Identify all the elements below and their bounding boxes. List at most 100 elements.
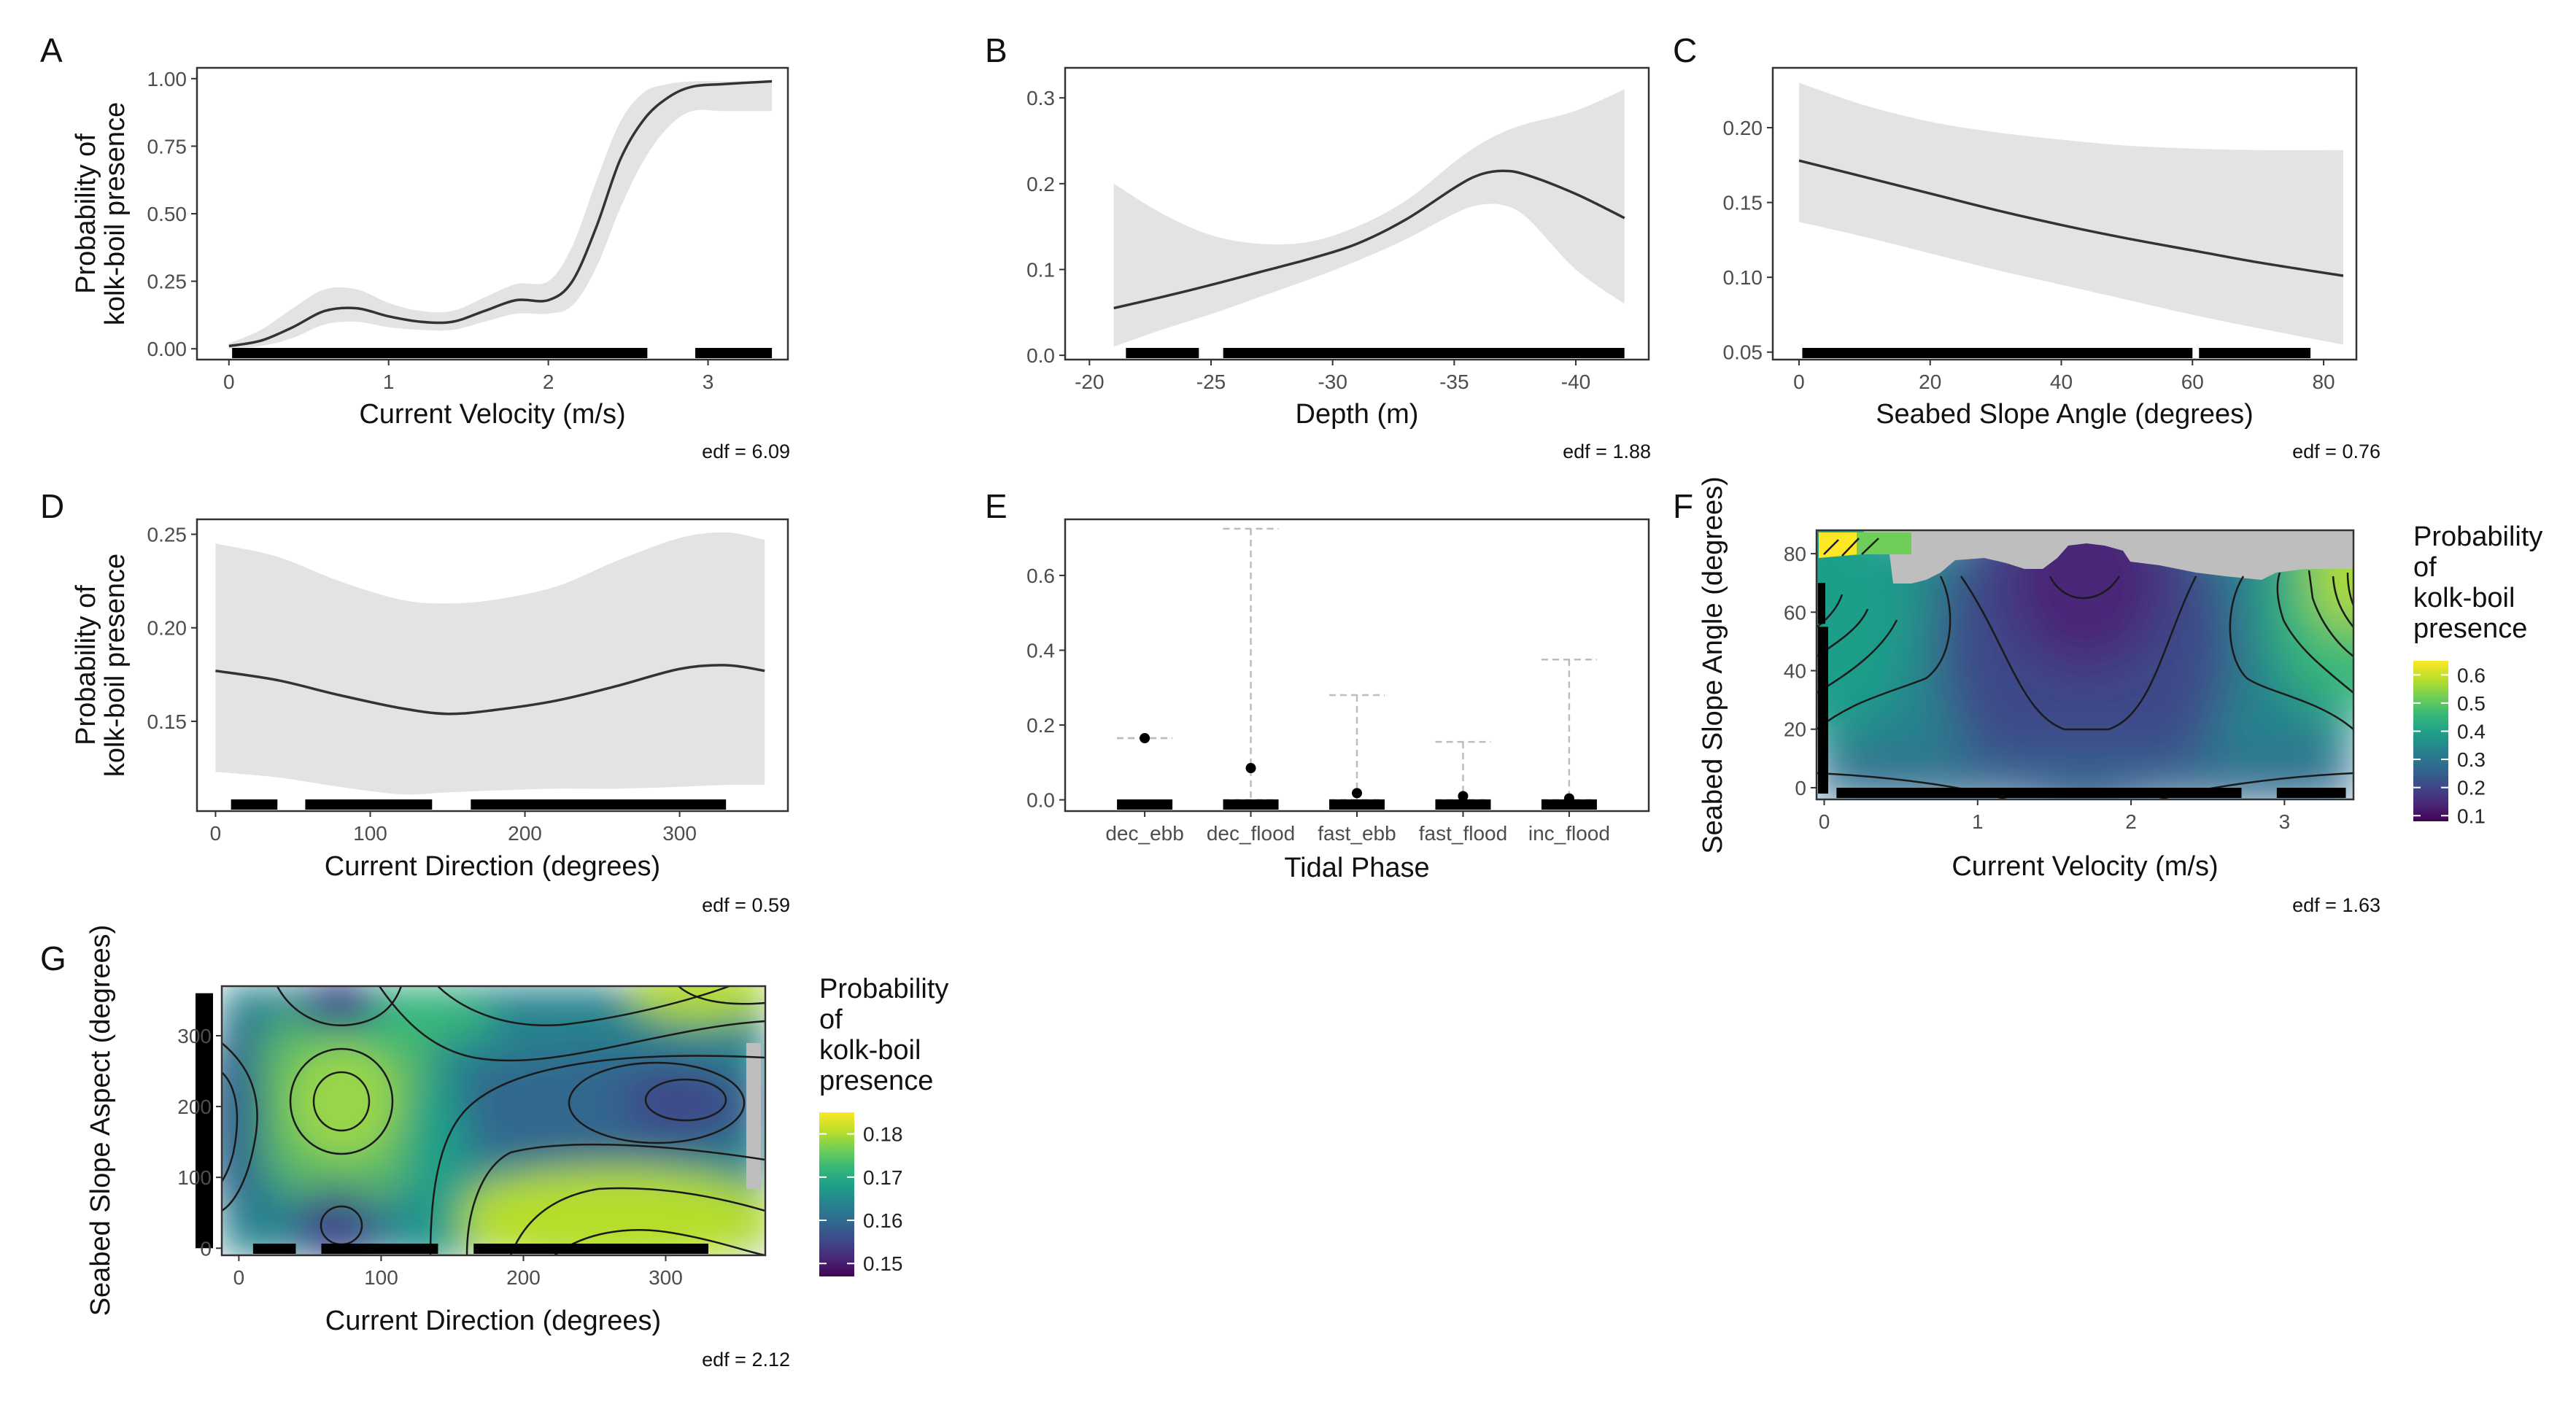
e-y-tick-label: 0.2 — [1026, 714, 1055, 737]
e-point-dec_ebb — [1140, 733, 1150, 743]
f-heat-left — [1817, 530, 1915, 737]
a-x-tick-label: 2 — [543, 371, 554, 393]
e-point-dec_flood — [1245, 763, 1256, 774]
g-heat-max3 — [627, 986, 765, 1021]
e-point-fast_flood — [1458, 791, 1469, 802]
c-x-tick-label: 60 — [2181, 371, 2204, 393]
panel-letter-c: C — [1673, 31, 1697, 69]
e-rug-dec_ebb — [1117, 799, 1173, 810]
c-x-axis-title: Seabed Slope Angle (degrees) — [1876, 399, 2254, 430]
b-x-tick-label: -30 — [1318, 371, 1347, 393]
a-y-axis-title-line1: Probability of — [71, 133, 101, 294]
d-y-tick-label: 0.15 — [147, 710, 187, 733]
e-rug-fast_flood — [1435, 799, 1491, 810]
b-smooth-curve — [1113, 169, 1625, 310]
e-point-fast_ebb — [1352, 788, 1362, 799]
b-x-axis-title: Depth (m) — [1296, 399, 1419, 430]
g-legend-tick-label: 0.16 — [863, 1209, 903, 1232]
g-legend-tick-label: 0.17 — [863, 1166, 903, 1189]
e-y-tick-label: 0.6 — [1026, 565, 1055, 587]
g-legend-title-line1: Probability — [819, 974, 948, 1004]
f-contour-9 — [2308, 570, 2353, 657]
g-y-tick-label: 100 — [177, 1166, 212, 1189]
g-y-ticks: 0 100 200 300 — [177, 1025, 222, 1260]
g-legend-colorbar — [819, 1112, 854, 1276]
f-y-tick-label: 80 — [1784, 543, 1806, 565]
g-rug-x-segment — [473, 1244, 708, 1254]
f-x-tick-label: 2 — [2125, 810, 2137, 833]
panel-letter-a: A — [40, 31, 63, 69]
c-smooth-curve — [1798, 159, 2344, 277]
f-contour-10 — [2332, 575, 2353, 628]
b-x-tick-label: -40 — [1561, 371, 1590, 393]
b-y-tick-label: 0.3 — [1026, 87, 1055, 109]
f-legend-title-line2: of — [2413, 552, 2437, 583]
panel-f: F — [1673, 476, 2542, 916]
g-contour-6 — [429, 1055, 765, 1255]
c-plot-frame — [1771, 66, 2358, 361]
d-x-tick-label: 100 — [353, 822, 387, 845]
d-y-tick-label: 0.20 — [147, 617, 187, 640]
b-y-ticks: 0.0 0.1 0.2 0.3 — [1026, 87, 1065, 367]
g-y-tick-label: 200 — [177, 1096, 212, 1118]
d-x-tick-label: 0 — [210, 822, 222, 845]
d-rug-segment — [231, 799, 278, 810]
a-rug-segment — [695, 348, 773, 358]
a-y-tick-label: 0.00 — [147, 338, 187, 360]
f-legend-colorbar — [2413, 661, 2448, 821]
a-x-tick-label: 3 — [703, 371, 714, 393]
e-x-tick-label: dec_ebb — [1105, 822, 1183, 845]
g-contour-1 — [312, 1071, 371, 1132]
f-contour-1 — [1960, 575, 2197, 731]
panel-letter-e: E — [985, 487, 1007, 525]
panel-a: A 0 1 2 3 0.00 0.25 0.50 0.75 1.00 Current Velo… — [40, 31, 790, 462]
f-legend-tick-label: 0.2 — [2457, 777, 2486, 799]
panel-d: D 0 100 200 300 0.15 0.20 0.25 Current Direct… — [40, 487, 790, 916]
g-contour-9 — [554, 1229, 765, 1255]
e-x-ticks: dec_ebb dec_flood fast_ebb fast_flood inc_fl… — [1105, 811, 1610, 845]
c-y-ticks: 0.05 0.10 0.15 0.20 — [1723, 117, 1773, 364]
b-rug-segment — [1126, 348, 1199, 358]
b-rug — [1126, 348, 1625, 358]
e-x-tick-label: fast_ebb — [1318, 822, 1396, 845]
c-x-ticks: 0 20 40 60 80 — [1793, 360, 2335, 393]
e-x-tick-label: dec_flood — [1207, 822, 1295, 845]
f-rug-x-segment — [2276, 788, 2346, 798]
d-rug — [231, 799, 727, 810]
f-x-ticks: 0 1 2 3 — [1819, 799, 2290, 833]
f-legend-title-line3: kolk-boil — [2413, 583, 2515, 613]
g-contour-7 — [465, 1143, 765, 1255]
b-plot-frame — [1064, 66, 1650, 361]
e-y-tick-label: 0.4 — [1026, 639, 1055, 662]
a-y-tick-label: 0.25 — [147, 271, 187, 293]
b-confidence-band — [1113, 89, 1625, 347]
d-x-ticks: 0 100 200 300 — [210, 811, 697, 845]
g-contour-10 — [378, 986, 765, 1062]
g-heat-min3 — [620, 1065, 744, 1138]
f-legend-tick-label: 0.5 — [2457, 692, 2486, 715]
c-y-tick-label: 0.05 — [1723, 341, 1763, 364]
f-contour-11 — [2346, 572, 2353, 606]
f-legend-tick-label: 0.3 — [2457, 748, 2486, 771]
c-x-tick-label: 0 — [1793, 371, 1805, 393]
c-y-tick-label: 0.10 — [1723, 266, 1763, 289]
g-x-tick-label: 0 — [233, 1266, 245, 1289]
g-legend-tick-label: 0.15 — [863, 1252, 903, 1275]
f-rug-x-segment — [1836, 788, 2242, 798]
f-contour-8 — [2276, 572, 2353, 694]
panel-e: E dec_ebb dec_flood fast_ebb fast_flood inc_… — [985, 487, 1650, 883]
a-edf-label: edf = 6.09 — [702, 441, 790, 462]
f-contour-4 — [1817, 619, 1898, 694]
b-y-tick-label: 0.0 — [1026, 344, 1055, 367]
g-x-ticks: 0 100 200 300 — [233, 1255, 683, 1289]
g-legend-title-line4: presence — [819, 1066, 933, 1096]
a-y-tick-label: 0.50 — [147, 203, 187, 225]
d-x-tick-label: 200 — [508, 822, 542, 845]
d-rug-segment — [471, 799, 727, 810]
g-rug-y-segment — [196, 993, 213, 1249]
e-rug-inc_flood — [1541, 799, 1597, 810]
a-y-tick-label: 1.00 — [147, 68, 187, 90]
e-y-tick-label: 0.0 — [1026, 789, 1055, 812]
e-x-axis-title: Tidal Phase — [1284, 853, 1429, 883]
f-legend-tick-label: 0.6 — [2457, 664, 2486, 686]
